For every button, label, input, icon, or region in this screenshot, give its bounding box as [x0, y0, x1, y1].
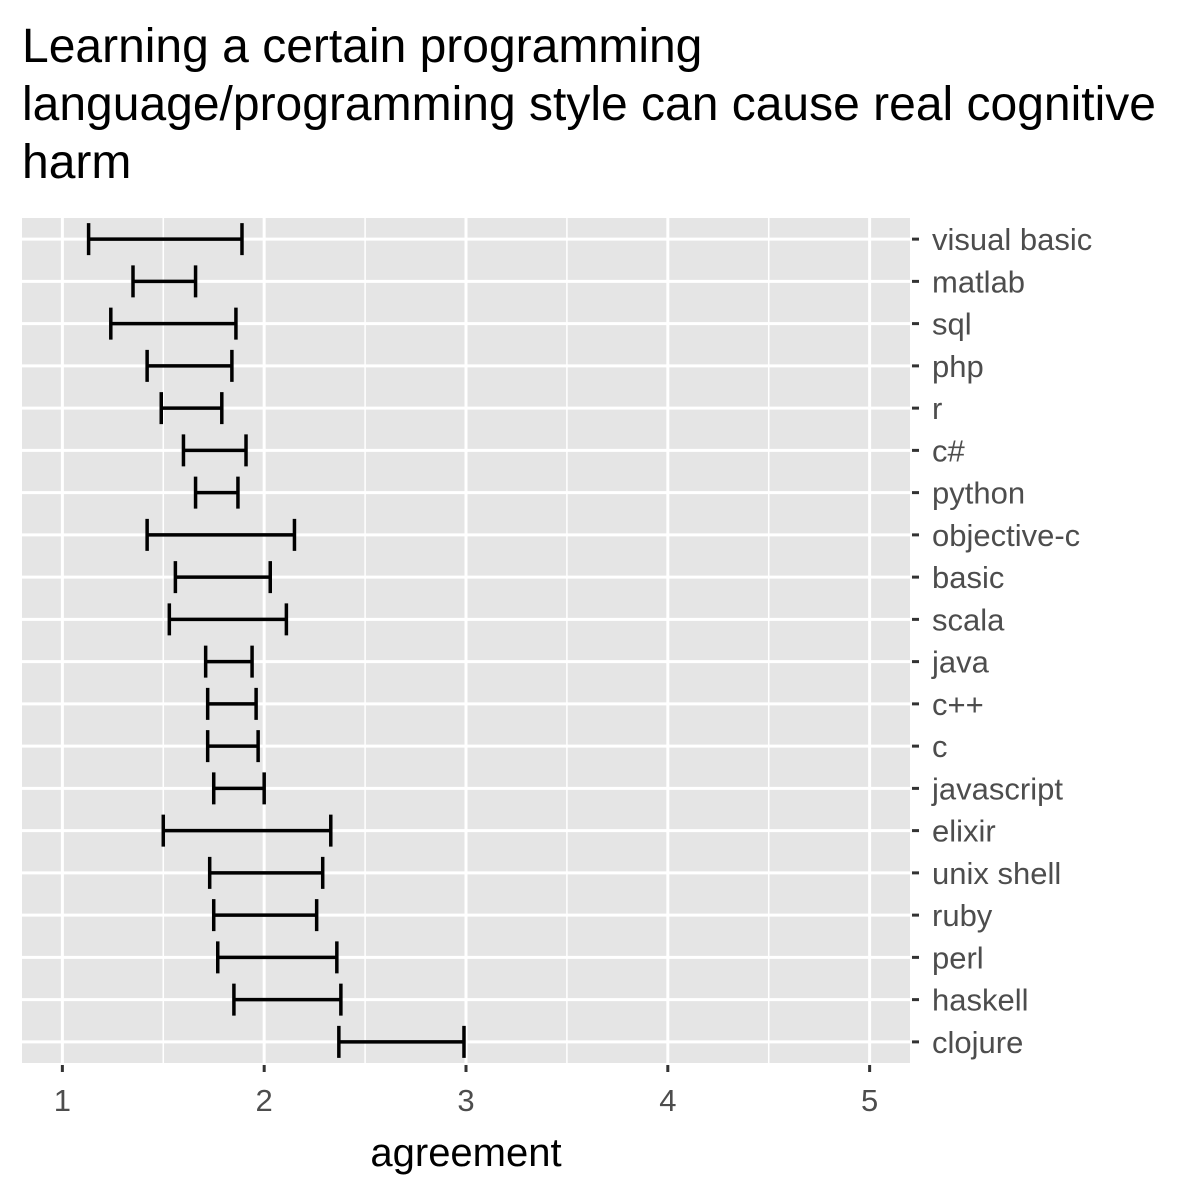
minor-gridlines	[162, 218, 770, 1063]
y-tick-label: elixir	[932, 814, 996, 849]
y-tick-label: scala	[932, 602, 1005, 637]
errorbar-objective-c	[145, 518, 297, 551]
y-tick-label: ruby	[932, 898, 993, 933]
chart-title: Learning a certain programming language/…	[22, 20, 1156, 189]
errorbar-elixir	[161, 814, 333, 847]
x-axis-title: agreement	[370, 1131, 561, 1175]
errorbar-java	[203, 645, 254, 678]
y-tick-label: unix shell	[932, 856, 1061, 891]
x-tick-label: 2	[256, 1083, 273, 1118]
errorbar-ruby	[211, 899, 319, 932]
y-tick-label: objective-c	[932, 518, 1080, 553]
x-tick-label: 3	[457, 1083, 474, 1118]
y-tick-label: c++	[932, 687, 984, 722]
x-tick-label: 4	[659, 1083, 676, 1118]
y-axis: visual basic matlab sql php r c# python objecti…	[912, 222, 1092, 1060]
errorbar-matlab	[131, 265, 198, 298]
errorbar-clojure	[337, 1025, 466, 1058]
y-tick-label: visual basic	[932, 222, 1092, 257]
y-tick-label: c#	[932, 433, 966, 468]
x-tick-label: 5	[861, 1083, 878, 1118]
y-tick-label: perl	[932, 940, 984, 975]
errorbar-c-	[181, 434, 248, 467]
y-tick-label: javascript	[931, 771, 1063, 806]
y-tick-label: java	[931, 645, 990, 680]
y-tick-label: c	[932, 729, 948, 764]
y-tick-label: python	[932, 476, 1025, 511]
x-axis: 1 2 3 4 5	[54, 1065, 878, 1118]
errorbar-visual-basic	[86, 223, 244, 256]
errorbar-sql	[109, 307, 238, 340]
major-gridlines	[22, 218, 910, 1063]
errorbar-unix-shell	[207, 856, 325, 889]
y-tick-label: r	[932, 391, 942, 426]
errorbar-basic	[173, 561, 272, 594]
errorbar-php	[145, 349, 234, 382]
errorbar-haskell	[232, 983, 343, 1016]
errorbar-c	[205, 730, 260, 763]
error-bars	[86, 223, 466, 1058]
errorbar-c-	[205, 687, 258, 720]
errorbar-javascript	[211, 772, 266, 805]
y-tick-label: clojure	[932, 1025, 1023, 1060]
x-tick-label: 1	[54, 1083, 71, 1118]
y-tick-label: sql	[932, 307, 972, 342]
y-tick-label: matlab	[932, 264, 1025, 299]
errorbar-perl	[216, 941, 339, 974]
y-tick-label: haskell	[932, 983, 1029, 1018]
errorbar-python	[193, 476, 240, 509]
y-tick-label: basic	[932, 560, 1004, 595]
errorbar-scala	[167, 603, 289, 636]
y-tick-label: php	[932, 349, 984, 384]
errorbar-r	[159, 392, 224, 425]
